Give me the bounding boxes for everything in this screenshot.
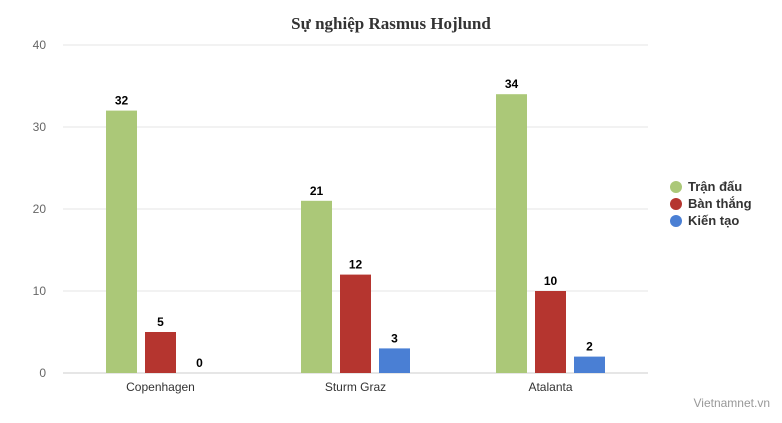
bar (106, 110, 137, 373)
data-label: 5 (157, 315, 164, 329)
data-label: 34 (505, 77, 519, 91)
bar (535, 291, 566, 373)
bar (379, 348, 410, 373)
y-tick-label: 30 (33, 120, 47, 134)
y-tick-label: 40 (33, 38, 47, 52)
legend-label: Bàn thắng (688, 196, 752, 211)
bar (301, 200, 332, 373)
x-tick-label: Atalanta (528, 380, 572, 394)
x-tick-label: Copenhagen (126, 380, 195, 394)
credit-text: Vietnamnet.vn (693, 396, 771, 410)
y-tick-label: 10 (33, 284, 47, 298)
data-label: 3 (391, 331, 398, 345)
bar (574, 356, 605, 373)
bar (145, 332, 176, 373)
data-label: 10 (544, 274, 558, 288)
y-tick-label: 0 (39, 366, 46, 380)
legend-label: Trận đấu (688, 179, 742, 194)
data-label: 12 (349, 258, 363, 272)
y-tick-label: 20 (33, 202, 47, 216)
legend-label: Kiến tạo (688, 213, 739, 228)
bar (496, 94, 527, 373)
legend-marker (670, 215, 682, 227)
bar (340, 274, 371, 373)
data-label: 2 (586, 340, 593, 354)
x-tick-label: Sturm Graz (325, 380, 386, 394)
data-label: 21 (310, 184, 324, 198)
legend-marker (670, 198, 682, 210)
data-label: 0 (196, 356, 203, 370)
chart-title: Sự nghiệp Rasmus Hojlund (291, 14, 491, 33)
legend-marker (670, 181, 682, 193)
data-label: 32 (115, 94, 129, 108)
